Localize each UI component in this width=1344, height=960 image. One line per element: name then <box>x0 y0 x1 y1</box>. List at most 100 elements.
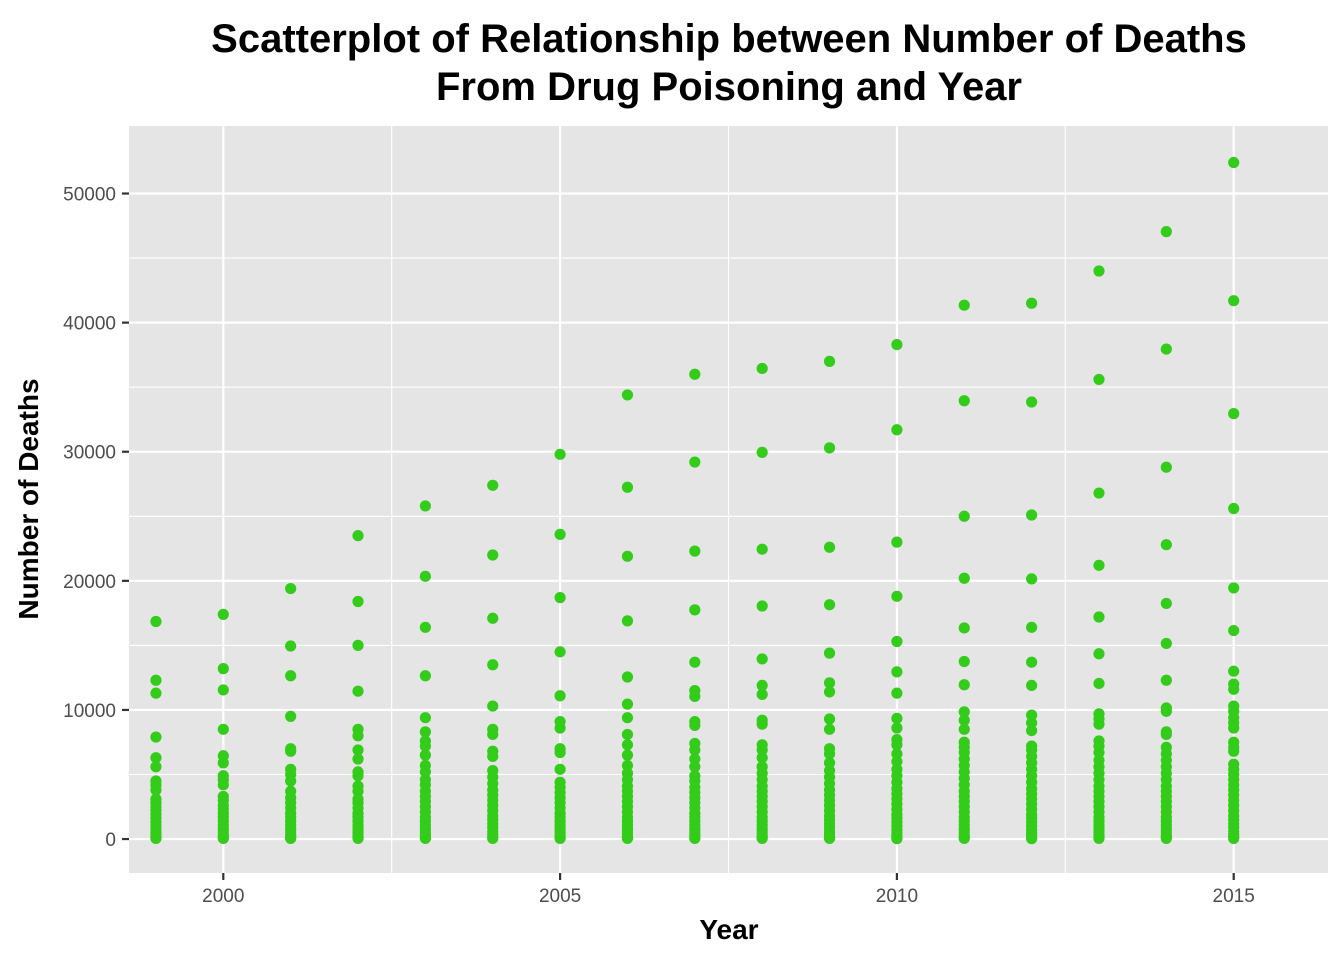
data-point <box>891 536 903 548</box>
data-point <box>1026 396 1038 408</box>
data-point <box>419 621 431 633</box>
data-points <box>150 156 1240 845</box>
data-point <box>689 656 701 668</box>
data-point <box>285 745 297 757</box>
data-point <box>823 677 836 689</box>
data-point <box>150 615 162 628</box>
x-axis-title: Year <box>699 914 758 945</box>
data-point <box>891 712 903 724</box>
data-point <box>352 753 364 765</box>
data-point <box>352 595 364 608</box>
data-point <box>689 719 701 732</box>
data-point <box>217 832 229 844</box>
data-point <box>1093 559 1105 571</box>
data-point <box>285 832 297 844</box>
data-point <box>823 647 836 659</box>
data-point <box>285 670 297 682</box>
data-point <box>352 530 364 542</box>
data-point <box>1026 833 1038 845</box>
data-point <box>1160 674 1172 686</box>
data-point <box>487 479 499 491</box>
y-axis-title: Number of Deaths <box>13 378 44 619</box>
data-point <box>1160 832 1172 844</box>
data-point <box>419 749 431 761</box>
data-point <box>150 784 162 796</box>
data-point <box>487 549 499 561</box>
data-point <box>217 779 229 791</box>
minor-gridlines <box>129 126 1328 873</box>
data-point <box>487 612 499 624</box>
data-point <box>1093 832 1105 844</box>
data-point <box>756 543 768 555</box>
data-point <box>891 424 903 436</box>
data-point <box>1228 722 1240 734</box>
data-point <box>487 750 499 763</box>
data-point <box>823 442 836 454</box>
data-point <box>621 550 634 562</box>
data-point <box>958 510 970 522</box>
data-point <box>1160 728 1172 741</box>
data-point <box>1093 373 1105 386</box>
data-point <box>621 671 634 683</box>
data-point <box>1228 502 1240 515</box>
data-point <box>689 545 701 557</box>
data-point <box>217 663 229 675</box>
data-point <box>958 299 970 311</box>
data-point <box>756 362 768 375</box>
data-point <box>958 395 970 407</box>
data-point <box>150 832 162 844</box>
data-point <box>1228 665 1240 677</box>
chart-title-line-1: Scatterplot of Relationship between Numb… <box>211 17 1247 61</box>
data-point <box>1093 265 1105 277</box>
data-point <box>958 714 970 726</box>
data-point <box>419 670 431 682</box>
data-point <box>217 757 229 769</box>
data-point <box>823 686 836 698</box>
data-point <box>1026 717 1038 729</box>
data-point <box>217 723 229 735</box>
data-point <box>1160 226 1172 238</box>
chart-title-line-2: From Drug Poisoning and Year <box>436 65 1022 109</box>
data-point <box>1026 679 1038 692</box>
data-point <box>1093 487 1105 499</box>
data-point <box>1026 509 1038 521</box>
data-point <box>823 748 836 760</box>
data-point <box>958 572 970 584</box>
data-point <box>1160 461 1172 473</box>
data-point <box>621 712 634 724</box>
data-point <box>1026 573 1038 585</box>
data-point <box>756 688 768 701</box>
data-point <box>958 679 970 691</box>
data-point <box>621 698 634 710</box>
data-point <box>891 338 903 351</box>
data-point <box>150 752 162 764</box>
data-point <box>891 739 903 751</box>
data-point <box>1026 297 1038 309</box>
data-point <box>621 739 634 751</box>
x-tick-label: 2005 <box>539 886 581 907</box>
data-point <box>958 655 970 668</box>
data-point <box>756 679 768 692</box>
data-point <box>621 749 634 761</box>
data-point <box>621 615 634 627</box>
data-point <box>1093 718 1105 730</box>
data-point <box>689 753 701 765</box>
data-point <box>621 759 634 772</box>
data-point <box>823 757 836 769</box>
data-point <box>689 368 701 380</box>
x-tick-label: 2010 <box>876 886 918 907</box>
data-point <box>891 833 903 845</box>
data-point <box>554 832 566 844</box>
data-point <box>756 832 768 844</box>
data-point <box>756 600 768 612</box>
data-point <box>1093 611 1105 623</box>
data-point <box>958 622 970 634</box>
data-point <box>756 744 768 756</box>
data-point <box>1160 637 1172 650</box>
data-point <box>621 728 634 741</box>
data-point <box>756 752 768 764</box>
data-point <box>352 730 364 742</box>
data-point <box>891 722 903 734</box>
data-point <box>1093 677 1105 690</box>
